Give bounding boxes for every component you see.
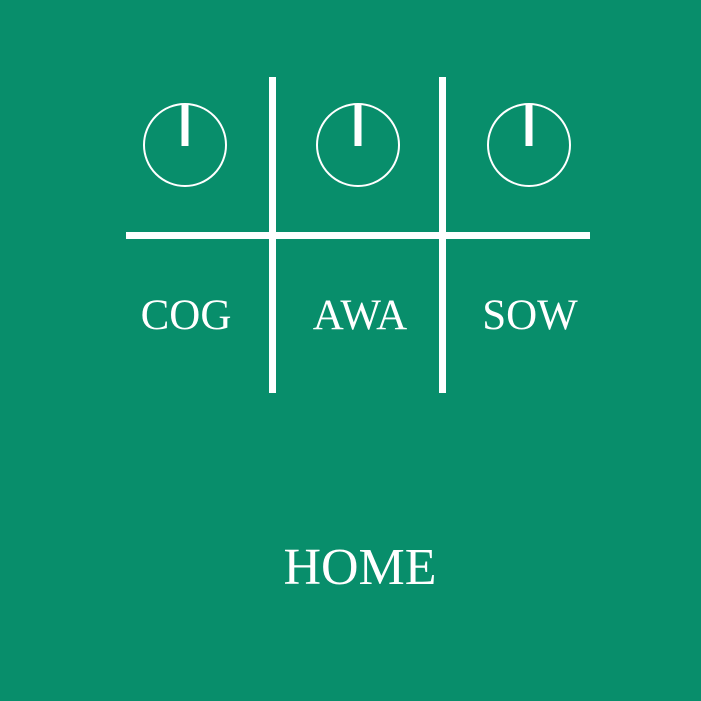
power-icon — [143, 103, 227, 187]
channel-label-sow[interactable]: SOW — [482, 292, 578, 339]
channel-label-awa[interactable]: AWA — [312, 292, 408, 339]
power-button-cog[interactable] — [140, 100, 230, 190]
home-button[interactable]: HOME — [283, 539, 437, 596]
power-button-sow[interactable] — [484, 100, 574, 190]
channel-label-cog[interactable]: COG — [140, 292, 232, 339]
power-button-awa[interactable] — [313, 100, 403, 190]
divider-horizontal — [126, 232, 590, 239]
power-icon — [487, 103, 571, 187]
power-icon — [316, 103, 400, 187]
